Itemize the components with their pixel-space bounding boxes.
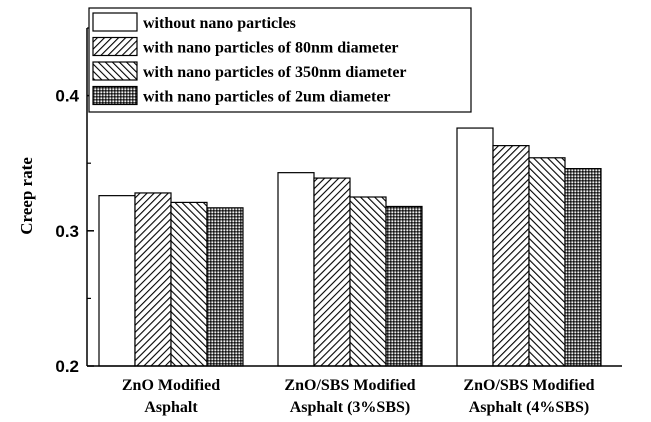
legend-frame <box>88 7 472 113</box>
bar-series-2-category-1 <box>134 192 172 367</box>
bar-series-3-category-2 <box>349 196 387 367</box>
axes-layer <box>86 28 622 367</box>
x-category-label: ZnO/SBS Modified <box>463 377 594 394</box>
x-category-label: ZnO/SBS Modified <box>284 377 415 394</box>
bars-layer <box>98 127 602 367</box>
x-category-label: ZnO Modified <box>122 377 220 394</box>
x-category-label: Asphalt <box>144 399 198 416</box>
legend-swatch <box>92 61 138 81</box>
bar-series-3-category-3 <box>528 157 566 367</box>
legend-label: with nano particles of 2um diameter <box>143 89 391 106</box>
legend: without nano particles with nano particle… <box>88 7 472 113</box>
legend-label: without nano particles <box>143 15 296 32</box>
x-category-label: Asphalt (3%SBS) <box>290 399 410 416</box>
legend-label: with nano particles of 350nm diameter <box>143 64 407 81</box>
bar-series-4-category-2 <box>385 205 423 367</box>
bar-series-4-category-1 <box>206 207 244 367</box>
bar-series-2-category-3 <box>492 145 530 367</box>
legend-swatch <box>92 12 138 32</box>
x-categories-layer: ZnO Modified Asphalt ZnO/SBS Modified Aspha… <box>122 377 595 416</box>
legend-swatch <box>92 36 138 57</box>
bar-series-3-category-1 <box>170 201 208 367</box>
y-tick-label: 0.4 <box>55 87 79 106</box>
bar-series-1-category-2 <box>277 172 315 367</box>
legend-label: with nano particles of 80nm diameter <box>143 40 399 57</box>
x-category-label: Asphalt (4%SBS) <box>469 399 589 416</box>
y-tick-label: 0.2 <box>55 357 79 376</box>
legend-swatch <box>92 85 138 106</box>
bar-series-4-category-3 <box>564 168 602 367</box>
bar-series-2-category-2 <box>313 177 351 367</box>
y-axis-title: Creep rate <box>17 157 36 235</box>
y-tick-label: 0.3 <box>55 222 79 241</box>
y-ticks-layer: 0.2 0.3 0.4 <box>55 27 94 376</box>
bar-series-1-category-3 <box>456 127 494 367</box>
bar-series-1-category-1 <box>98 195 136 367</box>
